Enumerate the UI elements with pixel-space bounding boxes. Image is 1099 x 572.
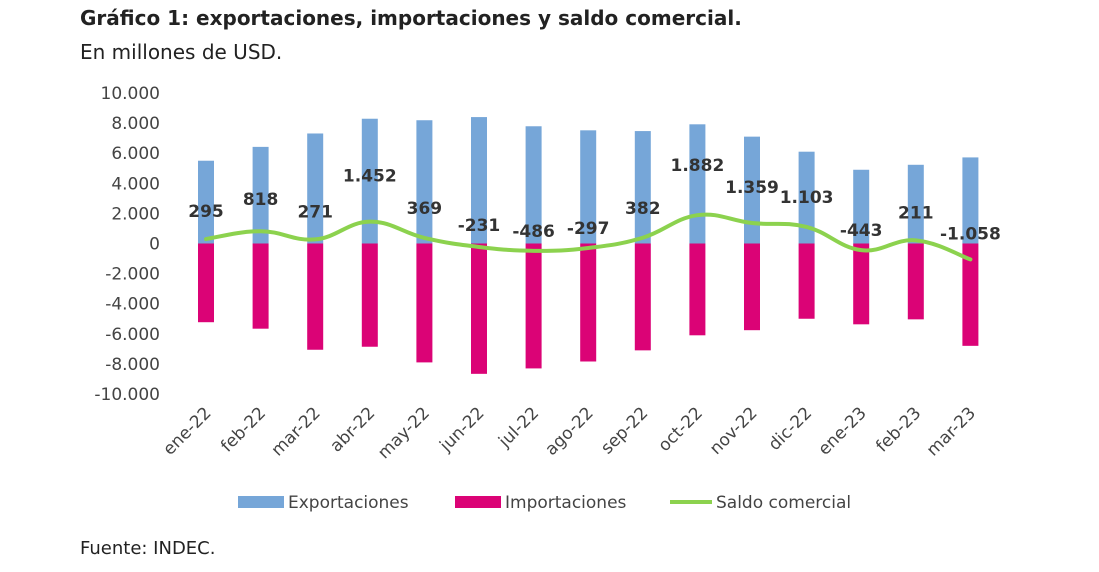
export-bar bbox=[580, 130, 597, 244]
legend-label: Exportaciones bbox=[288, 493, 409, 513]
export-bar bbox=[689, 124, 706, 244]
saldo-data-label: 1.359 bbox=[725, 178, 779, 198]
saldo-data-label: -1.058 bbox=[940, 224, 1001, 244]
saldo-data-label: -443 bbox=[840, 221, 883, 241]
import-bar bbox=[744, 243, 760, 331]
legend-swatch bbox=[238, 496, 284, 508]
y-tick-label: 0 bbox=[149, 235, 160, 255]
x-tick-label: jun-22 bbox=[435, 403, 488, 456]
saldo-data-label: 369 bbox=[407, 199, 443, 219]
export-bar bbox=[962, 157, 979, 244]
saldo-data-label: 1.452 bbox=[343, 167, 397, 187]
x-tick-label: sep-22 bbox=[597, 403, 652, 458]
export-bar bbox=[307, 133, 324, 244]
import-bar bbox=[853, 243, 870, 325]
import-bar bbox=[962, 243, 979, 346]
saldo-data-label: -297 bbox=[567, 219, 610, 239]
x-tick-label: feb-22 bbox=[217, 403, 270, 456]
saldo-data-label: 382 bbox=[625, 199, 661, 219]
x-tick-label: ene-23 bbox=[815, 403, 871, 459]
import-bar bbox=[252, 243, 269, 329]
x-tick-label: abr-22 bbox=[326, 403, 379, 456]
import-bar bbox=[198, 243, 214, 323]
export-bar bbox=[907, 164, 924, 244]
export-bar bbox=[416, 120, 433, 244]
y-tick-label: -4.000 bbox=[105, 295, 160, 315]
legend-importaciones: Importaciones bbox=[455, 493, 627, 513]
export-bar bbox=[525, 126, 542, 244]
import-bar bbox=[907, 243, 924, 320]
saldo-data-label: -231 bbox=[458, 216, 501, 236]
import-bar bbox=[634, 243, 651, 351]
y-tick-label: 4.000 bbox=[111, 174, 160, 194]
saldo-data-label: 211 bbox=[898, 203, 934, 223]
y-tick-label: -6.000 bbox=[105, 325, 160, 345]
export-bar bbox=[252, 146, 269, 244]
import-bar bbox=[689, 243, 706, 336]
legend-label: Saldo comercial bbox=[716, 493, 851, 513]
export-bar bbox=[198, 160, 214, 244]
import-bar bbox=[307, 243, 324, 350]
import-bar bbox=[471, 243, 487, 374]
export-bar bbox=[361, 118, 378, 244]
legend-label: Importaciones bbox=[505, 493, 627, 513]
import-bar bbox=[416, 243, 433, 363]
export-bar bbox=[853, 169, 870, 244]
import-bar bbox=[798, 243, 815, 319]
y-tick-label: -2.000 bbox=[105, 265, 160, 285]
y-tick-label: 10.000 bbox=[101, 84, 160, 104]
saldo-data-label: 1.882 bbox=[671, 156, 725, 176]
export-bar bbox=[471, 117, 487, 244]
x-tick-label: mar-23 bbox=[923, 403, 980, 460]
chart-title: Gráfico 1: exportaciones, importaciones … bbox=[80, 6, 742, 30]
saldo-data-label: 818 bbox=[243, 190, 279, 210]
saldo-data-label: 1.103 bbox=[780, 188, 834, 208]
y-tick-label: 6.000 bbox=[111, 144, 160, 164]
legend-swatch bbox=[455, 496, 501, 508]
x-tick-label: ene-22 bbox=[159, 403, 215, 459]
import-bar bbox=[580, 243, 597, 362]
export-bar bbox=[798, 151, 815, 244]
saldo-data-label: 295 bbox=[188, 202, 224, 222]
saldo-data-label: 271 bbox=[297, 202, 333, 222]
chart-subtitle: En millones de USD. bbox=[80, 40, 283, 64]
saldo-data-label: -486 bbox=[512, 222, 555, 242]
x-tick-label: jul-22 bbox=[494, 403, 543, 452]
legend-saldo-comercial: Saldo comercial bbox=[670, 493, 851, 513]
y-tick-label: -8.000 bbox=[105, 355, 160, 375]
export-bar bbox=[634, 131, 651, 244]
x-tick-label: feb-23 bbox=[872, 403, 925, 456]
y-tick-label: 2.000 bbox=[111, 204, 160, 224]
legend-exportaciones: Exportaciones bbox=[238, 493, 409, 513]
x-tick-label: ago-22 bbox=[541, 403, 597, 459]
x-tick-label: oct-22 bbox=[654, 403, 706, 455]
import-bar bbox=[525, 243, 542, 369]
x-tick-label: may-22 bbox=[374, 403, 434, 463]
x-tick-label: mar-22 bbox=[268, 403, 325, 460]
export-bar bbox=[744, 136, 760, 244]
x-tick-label: nov-22 bbox=[706, 403, 762, 459]
y-tick-label: -10.000 bbox=[94, 385, 160, 405]
x-tick-label: dic-22 bbox=[765, 403, 816, 454]
y-tick-label: 8.000 bbox=[111, 114, 160, 134]
source-note: Fuente: INDEC. bbox=[80, 538, 216, 559]
import-bar bbox=[361, 243, 378, 347]
